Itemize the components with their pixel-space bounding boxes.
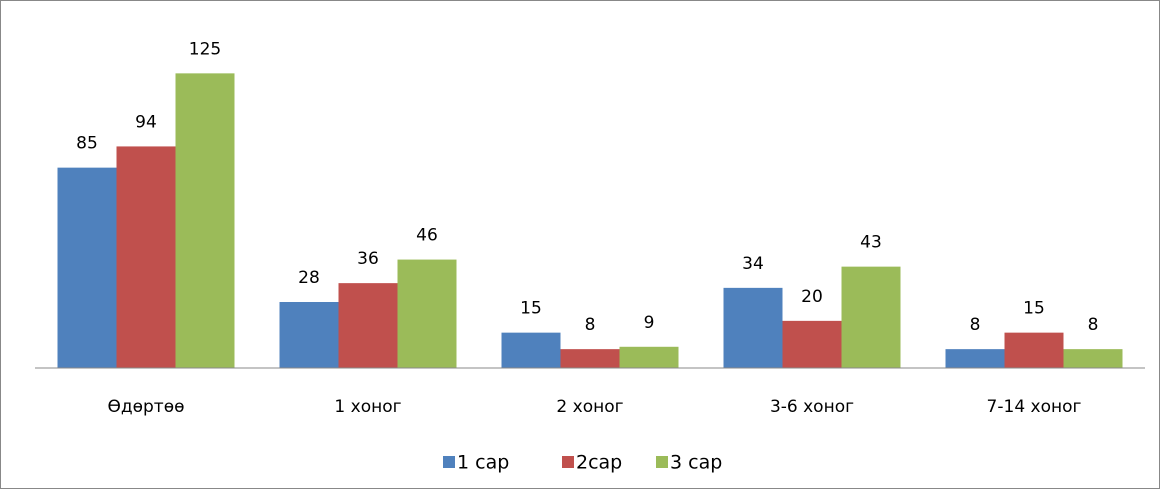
bar	[175, 73, 235, 368]
data-label: 28	[298, 268, 320, 288]
data-label: 43	[860, 233, 882, 253]
data-label: 8	[970, 315, 981, 335]
x-tick-label: 7-14 хоног	[987, 397, 1082, 417]
legend-swatch	[656, 456, 668, 468]
data-label: 85	[76, 134, 98, 154]
data-label: 8	[1088, 315, 1099, 335]
data-label: 15	[520, 299, 542, 319]
bar	[338, 283, 398, 368]
data-label: 9	[644, 313, 655, 333]
x-tick-label: 1 хоног	[334, 397, 401, 417]
bar	[1004, 332, 1064, 368]
legend-label: 2сар	[576, 452, 622, 474]
legend: 1 сар 2сар 3 сар	[443, 452, 722, 474]
x-tick-label: 2 хоног	[556, 397, 623, 417]
x-tick-label: Өдөртөө	[107, 397, 184, 417]
x-tick-label: 3-6 хоног	[770, 397, 854, 417]
data-label: 94	[135, 112, 157, 132]
data-label: 36	[357, 249, 379, 269]
legend-swatch	[443, 456, 455, 468]
legend-label: 1 сар	[457, 452, 509, 474]
data-label: 125	[189, 39, 221, 59]
data-label: 8	[585, 315, 596, 335]
bar	[723, 287, 783, 368]
bar	[1063, 349, 1123, 368]
data-label: 34	[742, 254, 764, 274]
bar	[501, 332, 561, 368]
bar	[619, 346, 679, 368]
bar	[841, 266, 901, 368]
data-label: 46	[416, 226, 438, 246]
bar	[279, 302, 339, 368]
legend-swatch	[562, 456, 574, 468]
bar	[782, 320, 842, 368]
bar	[57, 167, 117, 368]
data-label: 20	[801, 287, 823, 307]
bar	[116, 146, 176, 368]
legend-label: 3 сар	[670, 452, 722, 474]
bar	[397, 259, 457, 368]
bar	[560, 349, 620, 368]
bar	[945, 349, 1005, 368]
data-label: 15	[1023, 299, 1045, 319]
